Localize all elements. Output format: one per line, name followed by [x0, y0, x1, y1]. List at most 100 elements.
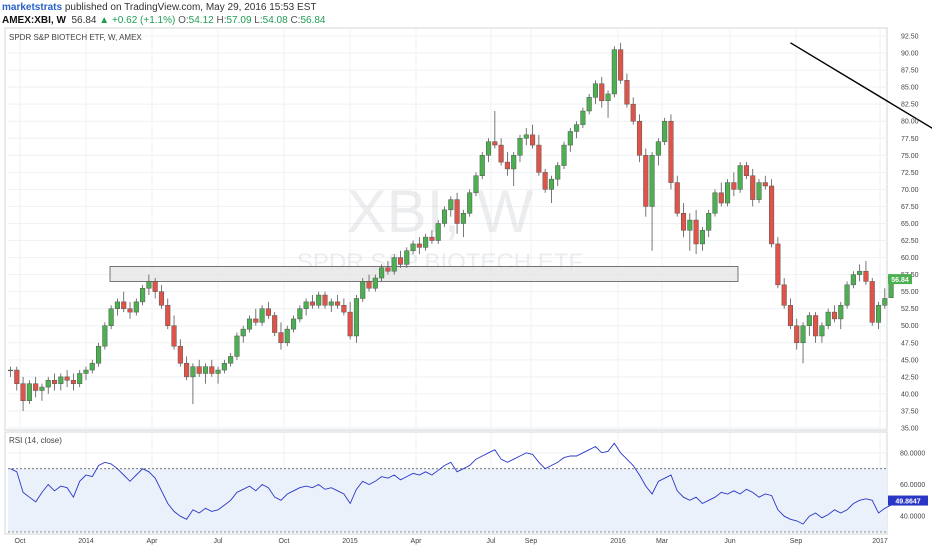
- candle-body: [636, 120, 643, 156]
- candle: [335, 295, 341, 309]
- candle-body: [14, 369, 20, 384]
- candle-body: [605, 93, 611, 102]
- candle: [756, 179, 762, 204]
- last-price: 56.84: [71, 15, 97, 26]
- candle: [140, 284, 146, 306]
- close-label: C:: [290, 15, 301, 26]
- price-tick-label: 75.00: [901, 153, 919, 160]
- price-tick-label: 62.50: [901, 238, 919, 245]
- resistance-zone[interactable]: [109, 266, 739, 282]
- price-tick-label: 92.50: [901, 34, 919, 41]
- candle: [347, 301, 353, 340]
- candle: [731, 172, 737, 197]
- candle-body: [184, 362, 190, 378]
- candle-body: [51, 380, 58, 384]
- time-tick-label: 2015: [342, 538, 358, 545]
- time-tick-label: 2014: [78, 538, 94, 545]
- candle-body: [121, 301, 127, 309]
- candle-body: [435, 223, 441, 241]
- candle: [693, 209, 699, 255]
- time-tick-label: Mar: [656, 538, 669, 545]
- candle-body: [20, 383, 26, 401]
- candle: [372, 274, 378, 292]
- grid-lines: [8, 28, 887, 532]
- candle: [794, 318, 800, 350]
- candle: [366, 274, 372, 292]
- candle-body: [662, 120, 668, 142]
- candle-body: [397, 257, 404, 265]
- candle: [467, 189, 473, 217]
- candle: [806, 312, 812, 336]
- candle: [58, 373, 64, 391]
- time-axis[interactable]: Oct 2014 Apr Jul Oct 2015 Apr Jul Sep 2016 Mar Jun S…: [15, 538, 888, 545]
- candle: [530, 124, 536, 149]
- candle: [511, 151, 517, 186]
- candle: [674, 175, 680, 217]
- candle: [662, 117, 668, 146]
- candle-body: [309, 301, 315, 306]
- candle: [246, 315, 253, 333]
- rsi-band-fill: [8, 468, 887, 532]
- candle-body: [108, 308, 114, 326]
- candle: [699, 226, 705, 251]
- candle: [460, 209, 466, 238]
- candle: [844, 281, 850, 309]
- candle: [39, 383, 45, 401]
- candle-body: [712, 192, 718, 214]
- candle-body: [668, 120, 674, 183]
- author-link[interactable]: marketstrats: [2, 2, 63, 13]
- candle-body: [127, 308, 133, 313]
- candle: [479, 151, 485, 180]
- candle: [630, 97, 636, 125]
- candle: [14, 366, 20, 391]
- open-label: O:: [178, 15, 189, 26]
- rsi-line: [10, 442, 898, 525]
- price-axis[interactable]: 92.50 90.00 87.50 85.00 82.50 80.00 77.50 75.00…: [901, 34, 919, 433]
- price-tick-label: 50.00: [901, 323, 919, 330]
- price-tick-label: 67.50: [901, 204, 919, 211]
- candle: [404, 247, 410, 268]
- candle-body: [813, 315, 819, 337]
- candle-body: [158, 291, 165, 306]
- candle-body: [341, 305, 347, 313]
- candle-body: [530, 134, 536, 146]
- candle-body: [775, 243, 781, 286]
- candle-body: [800, 325, 806, 344]
- candle: [215, 366, 221, 384]
- candle-body: [146, 281, 152, 289]
- candle-body: [649, 155, 655, 207]
- candle: [517, 134, 523, 163]
- candle-body: [165, 305, 171, 326]
- candle-body: [140, 287, 146, 303]
- candle: [831, 305, 838, 323]
- price-tick-label: 82.50: [901, 102, 919, 109]
- time-tick-label: Oct: [15, 538, 26, 545]
- candle: [51, 373, 58, 391]
- symbol-name[interactable]: AMEX:XBI, W: [2, 15, 66, 26]
- candle: [291, 315, 297, 333]
- candle-body: [152, 281, 158, 292]
- candle-body: [580, 110, 586, 125]
- time-tick-label: Jul: [487, 538, 496, 545]
- candle: [624, 73, 630, 108]
- candle: [586, 93, 592, 115]
- candle: [504, 151, 510, 176]
- candle: [825, 308, 831, 330]
- candle-body: [542, 172, 548, 190]
- candle: [152, 278, 158, 299]
- candle-body: [385, 267, 391, 272]
- price-tick-label: 52.50: [901, 306, 919, 313]
- candle: [542, 168, 548, 193]
- rsi-pane-title: RSI (14, close): [9, 436, 62, 445]
- candle: [687, 213, 693, 251]
- candle-body: [693, 219, 699, 245]
- candle-body: [177, 345, 183, 364]
- trendline[interactable]: [790, 42, 932, 384]
- high-value: 57.09: [226, 15, 252, 26]
- candle: [649, 151, 655, 251]
- candle: [706, 209, 712, 238]
- rsi-axis[interactable]: 80.0000 60.0000 40.0000: [900, 450, 925, 520]
- candle-body: [278, 332, 284, 344]
- candle: [196, 359, 202, 377]
